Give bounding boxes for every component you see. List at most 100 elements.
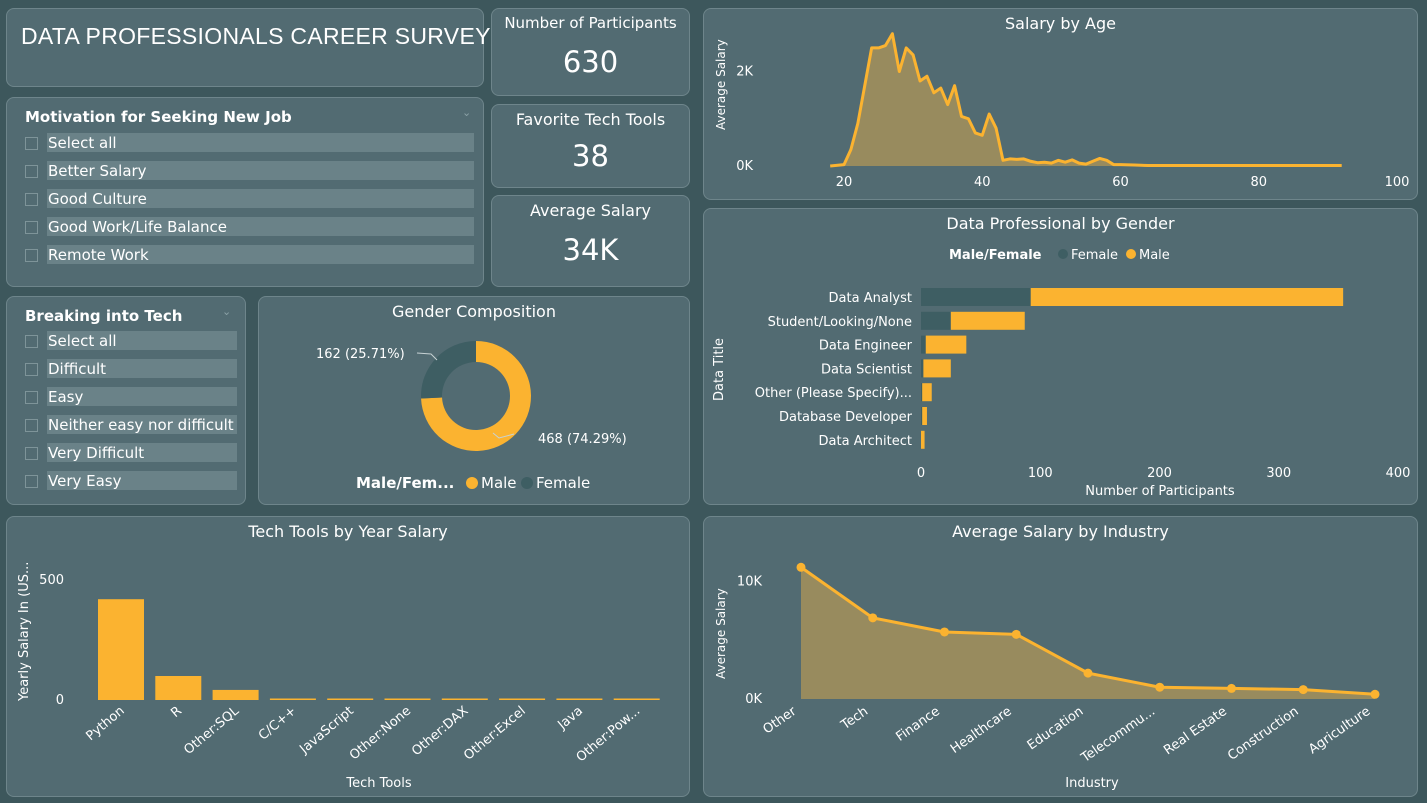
pie-slice-male[interactable] (421, 341, 531, 451)
bar-male[interactable] (950, 311, 1025, 330)
x-tick-label: 80 (1250, 175, 1267, 190)
kpi-avg-salary-value: 34K (562, 233, 619, 267)
bar[interactable] (556, 698, 603, 701)
bar-male[interactable] (923, 359, 951, 378)
bar-male[interactable] (922, 407, 927, 425)
y-tick-label: 500 (39, 573, 64, 588)
breaking-slicer[interactable]: Breaking into Tech ⌄ Select all Difficult… (6, 296, 246, 505)
bar[interactable] (327, 698, 374, 701)
checkbox[interactable] (25, 220, 38, 234)
data-point[interactable] (796, 562, 806, 572)
x-tick-label: 20 (836, 175, 853, 190)
y-tick-label: 0K (745, 692, 762, 707)
pie-label-male: 468 (74.29%) (538, 432, 627, 447)
legend-title: Male/Female (949, 248, 1042, 263)
legend-female[interactable]: Female (1071, 248, 1118, 263)
data-point[interactable] (1227, 683, 1236, 693)
kpi-participants-value: 630 (562, 45, 619, 79)
bar-male[interactable] (1030, 288, 1344, 306)
legend-male[interactable]: Male (1139, 248, 1170, 263)
pie-slice-female[interactable] (421, 341, 476, 399)
bar[interactable] (155, 676, 202, 700)
checkbox[interactable] (25, 390, 38, 404)
slicer-item-label: Good Work/Life Balance (48, 218, 227, 236)
legend-female[interactable]: Female (536, 474, 590, 492)
series-line[interactable] (830, 32, 1342, 168)
motivation-slicer-item[interactable]: Select all (25, 129, 474, 157)
bar-female[interactable] (921, 311, 951, 330)
professional-by-gender-card: Data Professional by Gender Male/Female … (703, 208, 1418, 505)
category-label: Data Architect (819, 434, 912, 449)
chevron-down-icon[interactable]: ⌄ (462, 106, 472, 119)
y-axis-label: Average Salary (714, 588, 728, 679)
breaking-slicer-item[interactable]: Select all (25, 327, 237, 355)
x-tick-label: Agriculture (1306, 704, 1373, 757)
slicer-item-label: Better Salary (48, 162, 147, 180)
breaking-slicer-item[interactable]: Neither easy nor difficult (25, 411, 237, 439)
data-point[interactable] (940, 627, 949, 637)
bar[interactable] (269, 698, 316, 701)
bar-male[interactable] (922, 383, 932, 402)
motivation-slicer-item[interactable]: Remote Work (25, 241, 474, 269)
breaking-slicer-item[interactable]: Very Difficult (25, 439, 237, 467)
y-axis-label: Yearly Salary In (US... (17, 562, 32, 702)
legend-swatch-male (466, 477, 478, 489)
checkbox[interactable] (25, 164, 38, 178)
bar[interactable] (384, 698, 431, 701)
kpi-tech-tools-card: Favorite Tech Tools 38 (491, 104, 690, 188)
gender-composition-title: Gender Composition (392, 302, 556, 321)
bar[interactable] (98, 599, 144, 700)
bar-female[interactable] (921, 288, 1031, 306)
data-point[interactable] (1370, 689, 1380, 699)
motivation-slicer-item[interactable]: Good Work/Life Balance (25, 213, 474, 241)
slicer-item-highlight (47, 161, 474, 180)
y-tick-label: 0 (56, 693, 64, 708)
area-fill (801, 567, 1375, 699)
x-tick-label: Python (83, 704, 127, 744)
motivation-slicer-item[interactable]: Good Culture (25, 185, 474, 213)
checkbox[interactable] (25, 474, 38, 488)
bar[interactable] (212, 689, 259, 700)
checkbox[interactable] (25, 334, 38, 348)
checkbox[interactable] (25, 418, 38, 432)
legend-male[interactable]: Male (481, 474, 517, 492)
x-tick-label: Java (555, 704, 586, 734)
motivation-slicer[interactable]: Motivation for Seeking New Job ⌄ Select … (6, 97, 484, 287)
bar-female[interactable] (921, 407, 923, 425)
checkbox[interactable] (25, 192, 38, 206)
x-tick-label: R (168, 704, 185, 721)
bar-female[interactable] (921, 383, 923, 402)
bar-female[interactable] (921, 359, 924, 378)
bar-male[interactable] (921, 430, 925, 449)
bar[interactable] (499, 698, 546, 701)
checkbox[interactable] (25, 136, 38, 150)
x-tick-label: 200 (1147, 466, 1172, 481)
breaking-slicer-item[interactable]: Very Easy (25, 467, 237, 495)
bar-male[interactable] (925, 335, 967, 354)
professional-by-gender-plot: 0 100 200 300 400 Data Analyst Student/Looking… (755, 288, 1410, 481)
bar[interactable] (441, 698, 488, 701)
salary-by-industry-card: Average Salary by Industry Average Salar… (703, 516, 1418, 797)
slicer-item-highlight (47, 359, 237, 378)
checkbox[interactable] (25, 362, 38, 376)
pie-label-female: 162 (25.71%) (316, 347, 405, 362)
slicer-item-highlight (47, 331, 237, 350)
slicer-item-label: Very Difficult (48, 444, 145, 462)
breaking-slicer-item[interactable]: Easy (25, 383, 237, 411)
slicer-item-highlight (47, 217, 474, 236)
data-point[interactable] (1298, 685, 1308, 695)
breaking-slicer-item[interactable]: Difficult (25, 355, 237, 383)
legend-title: Male/Fem... (356, 474, 454, 492)
chevron-down-icon[interactable]: ⌄ (222, 305, 232, 318)
checkbox[interactable] (25, 446, 38, 460)
bar[interactable] (613, 698, 660, 701)
legend-swatch-female (521, 477, 533, 489)
data-point[interactable] (1083, 668, 1093, 678)
checkbox[interactable] (25, 248, 38, 262)
data-point[interactable] (868, 613, 878, 623)
data-point[interactable] (1011, 629, 1021, 639)
motivation-slicer-item[interactable]: Better Salary (25, 157, 474, 185)
bar-female[interactable] (921, 335, 926, 354)
data-point[interactable] (1155, 682, 1165, 692)
